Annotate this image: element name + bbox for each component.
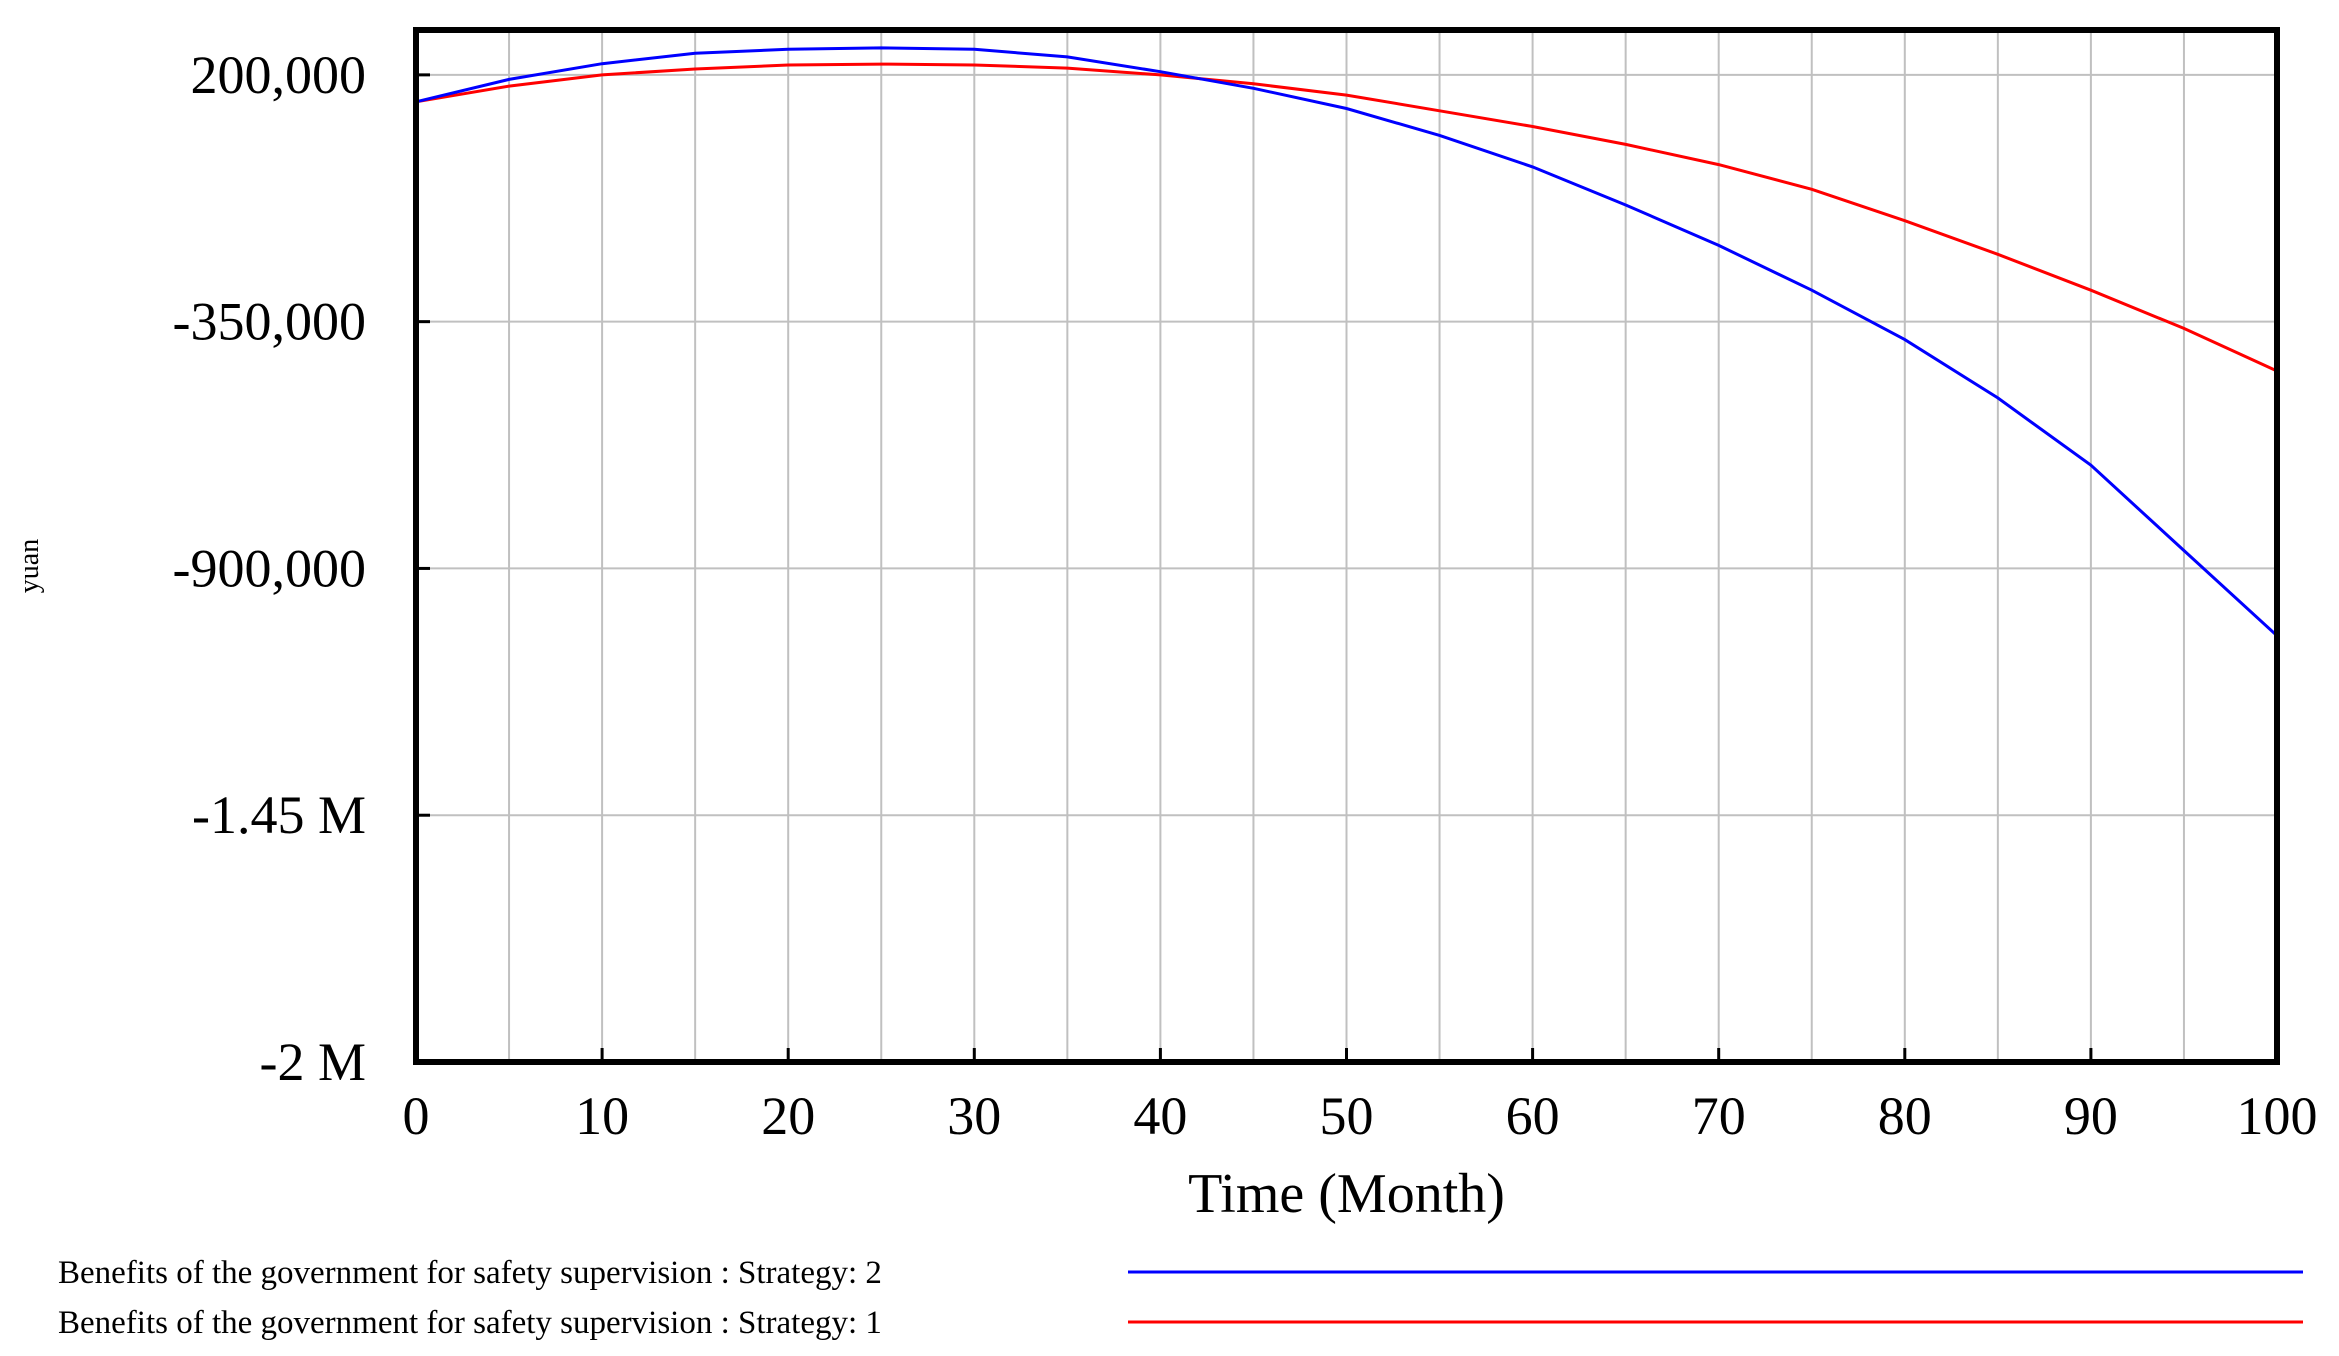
legend-label: Benefits of the government for safety su… <box>58 1255 882 1291</box>
x-tick-label: 90 <box>2064 1086 2118 1146</box>
y-tick-label: -350,000 <box>173 292 366 352</box>
legend-label: Benefits of the government for safety su… <box>58 1305 882 1341</box>
x-axis-ticks: 0 10 20 30 40 50 60 70 80 90 100 <box>403 1048 2318 1146</box>
x-tick-label: 60 <box>1506 1086 1560 1146</box>
x-tick-label: 40 <box>1133 1086 1187 1146</box>
series-line-strategy-2 <box>415 46 2279 637</box>
x-tick-label: 20 <box>761 1086 815 1146</box>
x-tick-label: 10 <box>575 1086 629 1146</box>
y-tick-label: -2 M <box>260 1032 367 1092</box>
x-tick-label: 80 <box>1878 1086 1932 1146</box>
legend: Benefits of the government for safety su… <box>58 1255 2303 1341</box>
y-tick-label: -1.45 M <box>192 785 366 845</box>
y-axis-ticks: 200,000 -350,000 -900,000 -1.45 M -2 M <box>173 45 430 1092</box>
series-line-strategy-1 <box>415 62 2278 373</box>
x-tick-label: 30 <box>947 1086 1001 1146</box>
y-tick-label: 200,000 <box>191 45 367 105</box>
x-tick-label: 0 <box>403 1086 430 1146</box>
x-tick-label: 70 <box>1692 1086 1746 1146</box>
y-tick-label: -900,000 <box>173 538 366 598</box>
x-tick-label: 50 <box>1320 1086 1374 1146</box>
series-layer <box>415 46 2279 637</box>
x-axis-label: Time (Month) <box>1188 1163 1505 1225</box>
x-tick-label: 100 <box>2237 1086 2318 1146</box>
y-axis-label: yuan <box>14 539 45 593</box>
grid-lines <box>416 30 2277 1063</box>
